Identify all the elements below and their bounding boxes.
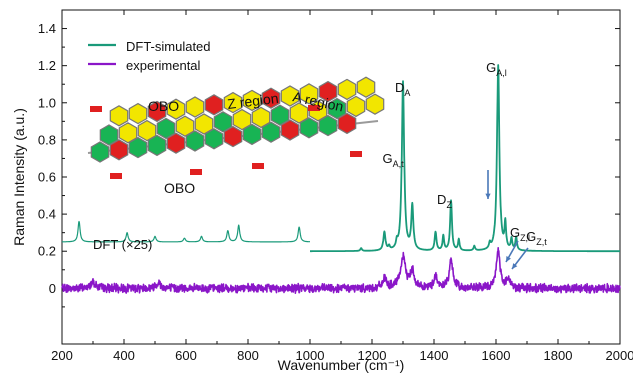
y-tick-label: 1.0 [38,95,56,110]
y-axis-label: Raman Intensity (a.u.) [11,108,27,246]
z-region-label: Z region [226,90,279,112]
peak-arrowhead [512,263,518,269]
ring [204,94,224,116]
obo-bottom-label: OBO [164,180,195,196]
y-tick-label: 0.4 [38,207,56,222]
dft-simulated-line [309,64,621,253]
ring [99,124,119,146]
dft-x25-line [61,220,311,243]
ring [137,119,157,142]
peak-label: GA,l [486,60,507,78]
series-lines [61,64,621,295]
ring [270,104,290,126]
ring [356,76,376,98]
oxygen-edge [110,173,122,179]
ring [166,132,186,154]
ring [346,95,366,118]
oxygen-edge [90,106,102,112]
ring [242,123,262,146]
y-tick-label: 1.4 [38,21,56,36]
obo-top-label: OBO [148,98,179,114]
ring [223,125,243,148]
y-tick-label: 1.2 [38,58,56,73]
dft-scale-label: DFT (×25) [93,237,152,252]
ring [213,111,233,133]
ring [327,97,347,120]
x-tick-label: 1800 [544,348,573,363]
x-axis-label: Wavenumber (cm⁻¹) [278,357,405,373]
ring [147,134,167,157]
y-tick-label: 0.6 [38,170,56,185]
x-tick-label: 600 [175,348,197,363]
ring [204,128,224,150]
ring [109,139,129,161]
ring [261,121,281,143]
ring [251,106,271,129]
ring [128,136,148,159]
ring [289,102,309,124]
ring [280,119,300,141]
x-tick-label: 1200 [358,348,387,363]
x-tick-label: 400 [113,348,135,363]
x-tick-label: 800 [237,348,259,363]
annotations: OBO OBO Z region A region DFT (×25) DADZ… [93,60,547,270]
x-tick-label: 200 [51,348,73,363]
oxygen-edge [308,105,320,111]
graphene-nanoribbon-molecule [87,76,385,179]
x-tick-label: 2000 [606,348,633,363]
legend-experimental-label: experimental [126,58,201,73]
ring [156,117,176,140]
ring [365,93,385,115]
ring [90,141,110,163]
peak-label: GZ,t [526,229,547,247]
ring [299,83,319,105]
experimental-line [61,247,621,295]
ring [109,105,129,127]
legend: DFT-simulated experimental [88,39,211,73]
y-tick-label: 0 [49,281,56,296]
ring [261,87,281,109]
y-tick-label: 0.2 [38,244,56,259]
x-tick-label: 1400 [420,348,449,363]
ring [318,114,338,137]
ring [337,78,357,101]
ring [337,112,357,135]
y-tick-label: 0.8 [38,132,56,147]
x-tick-label: 1000 [296,348,325,363]
peak-label: GA,t [382,151,404,169]
peak-arrowhead [506,256,511,262]
peak-label: DZ [437,192,452,210]
ring [223,91,243,114]
axes: 200 400 600 800 1000 1200 1400 1600 1800 2000 0 0.2… [11,9,633,373]
x-tick-label: 1600 [482,348,511,363]
ring [128,102,148,125]
ring [166,98,186,120]
ring [147,100,167,123]
oxygen-edge [350,151,362,157]
ring [175,115,195,137]
legend-dft-label: DFT-simulated [126,39,211,54]
oxygen-edge [190,169,202,175]
oxygen-edge [252,163,264,169]
ring [185,96,205,118]
ring [299,117,319,139]
ring [194,113,214,135]
ring [280,85,300,107]
peak-arrowhead [485,193,491,199]
ring [232,108,252,131]
ring [118,122,138,144]
ring [242,89,262,112]
ring [318,80,338,103]
ring [185,130,205,152]
